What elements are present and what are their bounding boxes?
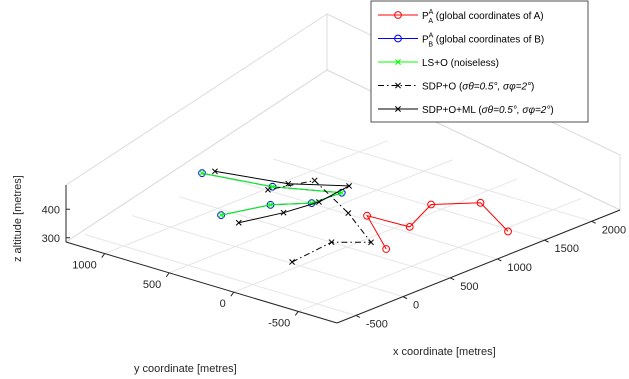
series-point <box>345 210 352 217</box>
x-tick-mark <box>591 220 596 224</box>
legend-marker <box>395 59 401 65</box>
series-point <box>198 169 206 178</box>
grid-line-x <box>320 139 592 222</box>
series-point <box>328 239 335 246</box>
y-tick-mark <box>230 291 235 297</box>
x-tick-mark <box>402 296 408 300</box>
legend-label: SDP+O+ML (σθ=0.5°, σφ=2°) <box>422 105 554 116</box>
series-point <box>368 239 374 246</box>
legend-entry: PA B (global coordinates of B) <box>378 33 544 49</box>
axis-lines <box>65 185 621 324</box>
floor-back-edge <box>65 69 621 243</box>
tick-group: -500 0 500 1000 1500 2000 1000 500 0 -500 400 300 <box>42 204 627 330</box>
legend-marker <box>394 34 402 43</box>
legend: PA A (global coordinates of A) PA B (global… <box>370 0 589 123</box>
z-tick-label: 400 <box>42 204 60 216</box>
series-point <box>316 199 322 205</box>
y-tick-label: 0 <box>220 298 226 310</box>
x-tick-label: 500 <box>460 281 478 293</box>
series-point <box>311 177 318 184</box>
series-point <box>280 209 287 216</box>
series-point <box>289 259 296 265</box>
series-line <box>214 170 351 224</box>
series-line <box>267 179 373 263</box>
series-group <box>198 168 512 265</box>
grid-line-x <box>273 158 545 241</box>
legend-marker <box>394 11 402 19</box>
series-point <box>269 183 276 190</box>
legend-label: PA A (global coordinates of A) <box>422 9 544 25</box>
series-point <box>264 186 271 193</box>
legend-entry: LS+O (noiseless) <box>378 58 499 69</box>
y-tick-mark <box>294 311 299 316</box>
series-point <box>363 211 371 220</box>
x-tick-label: 0 <box>413 300 419 312</box>
series-4 <box>211 168 353 226</box>
series-point <box>285 180 292 187</box>
z-tick-label: 300 <box>42 233 60 245</box>
x-tick-label: -500 <box>366 318 388 330</box>
grid-line-x <box>84 233 357 316</box>
legend-entry: SDP+O+ML (σθ=0.5°, σφ=2°) <box>378 105 554 116</box>
grid-line-y <box>233 178 517 293</box>
series-3 <box>264 177 374 265</box>
legend-label: LS+O (noiseless) <box>422 58 499 69</box>
grid-line-x <box>131 215 404 298</box>
series-line <box>201 172 342 216</box>
y-tick-label: 500 <box>143 279 161 291</box>
grid-line-y <box>298 197 582 312</box>
back-wall-left <box>65 13 328 243</box>
series-line <box>366 202 509 250</box>
y-tick-mark <box>165 272 170 278</box>
series-point <box>217 211 226 219</box>
series-point <box>211 168 218 175</box>
legend-label: SDP+O (σθ=0.5°, σφ=2°) <box>422 82 534 93</box>
series-point <box>476 198 485 207</box>
x-tick-mark <box>355 315 361 318</box>
grid-line-y <box>169 159 453 274</box>
grid <box>84 139 592 316</box>
x-axis-line <box>336 209 621 324</box>
series-point <box>504 227 512 236</box>
y-tick-label: -500 <box>268 317 290 329</box>
series-0 <box>363 198 512 253</box>
x-axis-label: x coordinate [metres] <box>393 346 496 358</box>
x-tick-mark <box>497 258 502 262</box>
y-tick-label: 1000 <box>72 260 96 272</box>
series-point <box>382 245 391 253</box>
x-tick-mark <box>544 239 549 243</box>
legend-marker <box>395 106 401 112</box>
legend-label: PA B (global coordinates of B) <box>422 33 544 49</box>
y-axis-line <box>65 241 338 324</box>
x-tick-mark <box>449 277 455 281</box>
series-point <box>235 219 242 226</box>
series-point <box>346 182 353 189</box>
series-point <box>405 222 414 231</box>
y-tick-mark <box>101 253 106 258</box>
series-point <box>218 212 225 219</box>
x-tick-label: 1500 <box>555 243 579 255</box>
grid-line-x <box>226 177 498 260</box>
legend-entry: SDP+O (σθ=0.5°, σφ=2°) <box>378 82 534 93</box>
series-point <box>427 200 436 209</box>
x-tick-label: 1000 <box>507 262 531 274</box>
series-point <box>267 201 274 208</box>
z-axis-label: z altitude [metres] <box>12 175 24 262</box>
x-tick-label: 2000 <box>602 224 626 236</box>
legend-marker <box>395 82 401 89</box>
grid-line-y <box>104 140 388 255</box>
series-line <box>201 172 342 216</box>
series-2 <box>199 170 345 219</box>
legend-entry: PA A (global coordinates of A) <box>378 9 544 25</box>
series-point <box>199 170 205 177</box>
grid-line-x <box>179 196 451 279</box>
y-axis-label: y coordinate [metres] <box>134 363 237 375</box>
